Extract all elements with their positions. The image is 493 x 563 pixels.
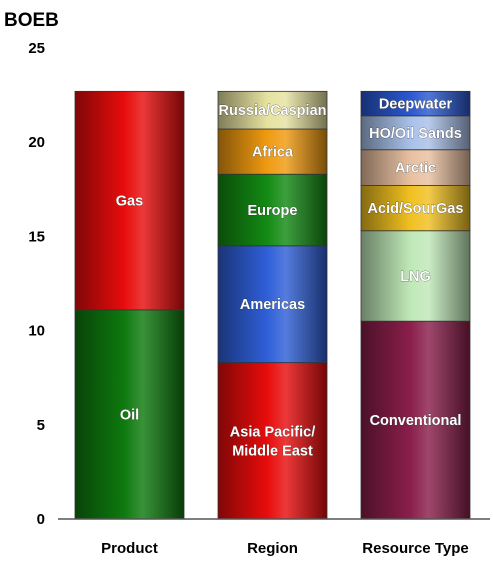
segment-label: Americas: [240, 297, 305, 313]
bar-segment-europe: [217, 173, 328, 247]
y-tick-label: 15: [28, 228, 45, 245]
segment-label: LNG: [400, 269, 431, 285]
segment-label: Asia Pacific/: [230, 424, 315, 440]
x-axis-categories: Product Region Resource Type: [101, 540, 469, 557]
segment-label: Oil: [120, 407, 139, 423]
bar-segment-conventional: [360, 320, 471, 520]
x-category-label: Region: [247, 540, 298, 557]
bar-segment-deepwater: [360, 90, 471, 117]
bar-segment-ho-oil-sands: [360, 115, 471, 151]
segment-label: Russia/Caspian: [219, 103, 327, 119]
bar-segment-arctic: [360, 149, 471, 186]
y-tick-label: 10: [28, 323, 45, 340]
segment-label: Deepwater: [379, 97, 453, 113]
y-tick-label: 25: [28, 40, 45, 57]
bar-segment-acid-sourgas: [360, 185, 471, 232]
segment-label: Africa: [252, 145, 294, 161]
segment-label: HO/Oil Sands: [369, 126, 462, 142]
bar-segment-oil: [74, 309, 185, 520]
bar-segment-asia-pacific-middle-east: [217, 362, 328, 520]
segment-label: Acid/SourGas: [368, 201, 464, 217]
bar-segment-lng: [360, 230, 471, 322]
segment-label: Europe: [248, 203, 298, 219]
bar-segment-russia-caspian: [217, 90, 328, 130]
x-category-label: Product: [101, 540, 158, 557]
segment-label: Gas: [116, 194, 143, 210]
bars: Oil Gas Asia Pacific/Middle East Americas Eu…: [74, 90, 471, 520]
bar-segment-gas: [74, 90, 185, 311]
segment-label: Arctic: [395, 161, 436, 177]
y-tick-label: 0: [37, 511, 45, 528]
y-axis-title: BOEB: [4, 10, 59, 31]
y-axis-ticks: 0 5 10 15 20 25: [28, 40, 45, 528]
y-tick-label: 5: [37, 417, 45, 434]
y-tick-label: 20: [28, 134, 45, 151]
bar-segment-africa: [217, 128, 328, 175]
segment-label: Middle East: [232, 443, 313, 459]
segment-label: Conventional: [370, 413, 462, 429]
x-category-label: Resource Type: [362, 540, 468, 557]
